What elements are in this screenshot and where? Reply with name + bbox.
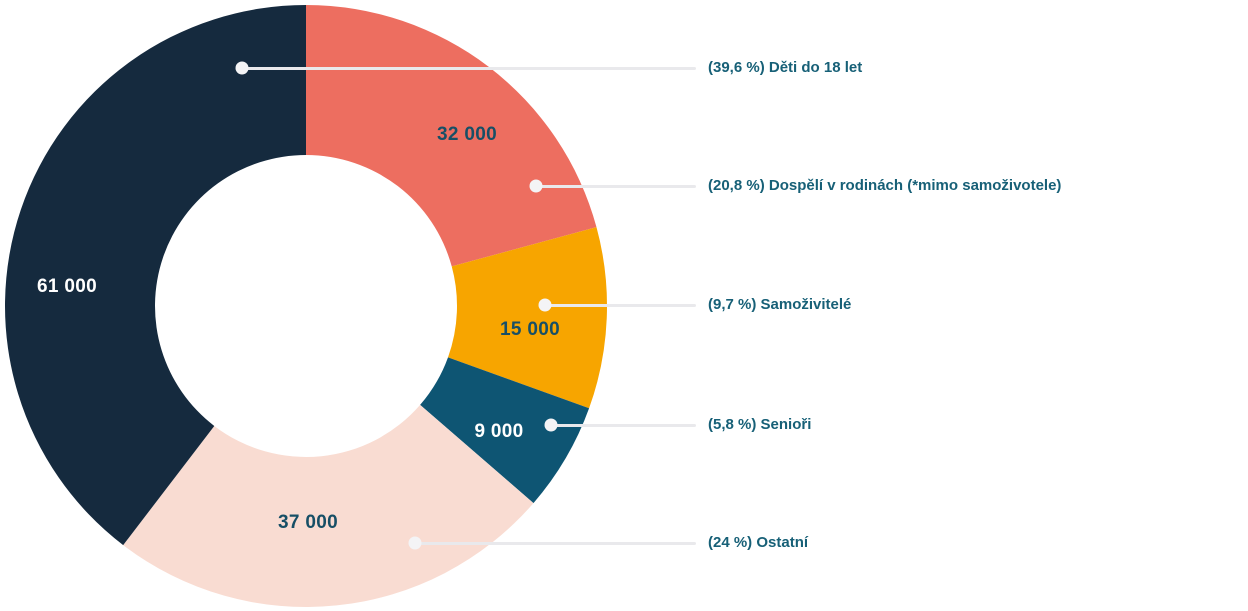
leader-line: [415, 541, 696, 545]
leader-line: [536, 184, 696, 188]
legend-label: (39,6 %) Děti do 18 let: [708, 59, 863, 76]
segment-value-label: 15 000: [500, 319, 560, 340]
legend-label: (5,8 %) Senioři: [708, 416, 812, 433]
legend-label: (9,7 %) Samoživitelé: [708, 296, 852, 313]
donut-segment-3[interactable]: [420, 357, 590, 504]
donut-segment-0[interactable]: [5, 5, 306, 546]
legend-label: (24 %) Ostatní: [708, 534, 809, 551]
legend-label: (20,8 %) Dospělí v rodinách (*mimo samož…: [708, 177, 1062, 194]
donut-segment-2[interactable]: [448, 227, 608, 409]
leader-line: [242, 66, 696, 70]
segment-value-label: 37 000: [278, 512, 338, 533]
leader-dot: [538, 298, 552, 312]
donut-segment-1[interactable]: [306, 5, 597, 267]
donut-segment-4[interactable]: [123, 404, 534, 607]
leader-line: [551, 423, 696, 427]
segment-value-label: 61 000: [37, 276, 97, 297]
segment-value-label: 32 000: [437, 124, 497, 145]
leader-dot: [529, 179, 543, 193]
leader-line: [545, 303, 696, 307]
leader-dot: [544, 418, 558, 432]
leader-dot: [408, 536, 422, 550]
segment-value-label: 9 000: [474, 421, 524, 442]
leader-dot: [235, 61, 249, 75]
